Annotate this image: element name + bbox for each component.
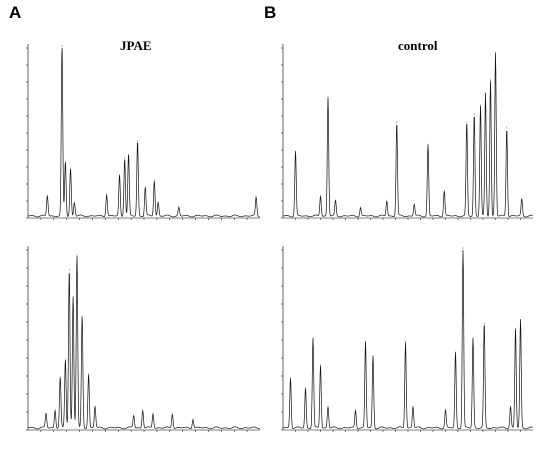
panel-a-letter: A <box>9 3 22 22</box>
chromatogram-trace <box>282 52 534 218</box>
panel-b-letter: B <box>264 3 277 22</box>
chromatogram-trace <box>282 249 534 430</box>
panel-b-title: control <box>398 38 438 53</box>
panel-a-title: JPAE <box>120 38 152 53</box>
chromatogram-trace <box>27 47 261 218</box>
chromatogram-trace <box>27 256 261 430</box>
